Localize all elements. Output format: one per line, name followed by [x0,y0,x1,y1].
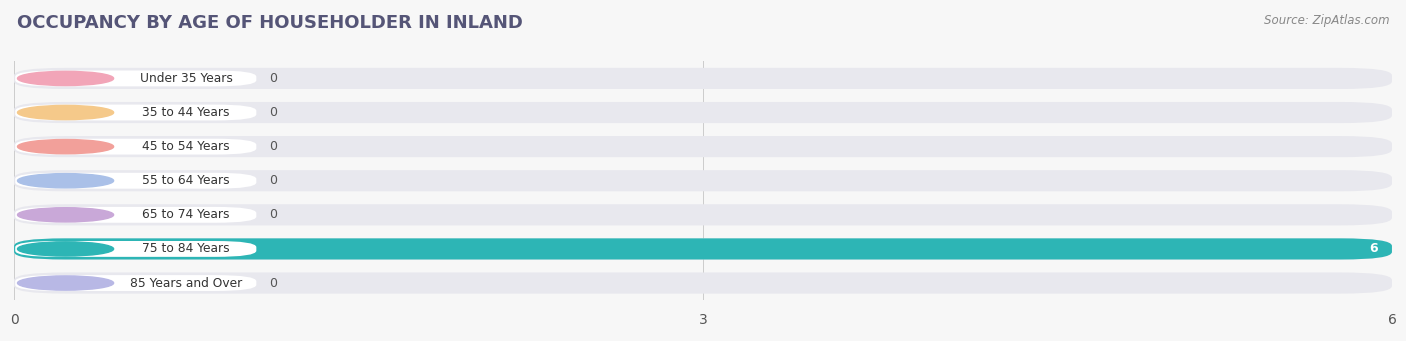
Text: 0: 0 [269,277,277,290]
Text: 0: 0 [269,174,277,187]
Text: 85 Years and Over: 85 Years and Over [129,277,242,290]
Text: Source: ZipAtlas.com: Source: ZipAtlas.com [1264,14,1389,27]
Text: 65 to 74 Years: 65 to 74 Years [142,208,229,221]
FancyBboxPatch shape [14,238,1392,260]
Text: 6: 6 [1369,242,1378,255]
Text: 55 to 64 Years: 55 to 64 Years [142,174,231,187]
Circle shape [17,242,114,256]
Text: OCCUPANCY BY AGE OF HOUSEHOLDER IN INLAND: OCCUPANCY BY AGE OF HOUSEHOLDER IN INLAN… [17,14,523,32]
Text: 75 to 84 Years: 75 to 84 Years [142,242,231,255]
FancyBboxPatch shape [14,136,1392,157]
FancyBboxPatch shape [15,173,256,189]
FancyBboxPatch shape [15,71,256,86]
Circle shape [17,276,114,290]
FancyBboxPatch shape [14,102,1392,123]
FancyBboxPatch shape [15,105,256,120]
Text: 45 to 54 Years: 45 to 54 Years [142,140,231,153]
FancyBboxPatch shape [14,68,1392,89]
Text: 0: 0 [269,208,277,221]
FancyBboxPatch shape [14,170,1392,191]
Circle shape [17,105,114,120]
Text: 0: 0 [269,72,277,85]
FancyBboxPatch shape [15,207,256,223]
Circle shape [17,174,114,188]
FancyBboxPatch shape [15,275,256,291]
FancyBboxPatch shape [15,241,256,257]
FancyBboxPatch shape [14,204,1392,225]
Text: 0: 0 [269,106,277,119]
Circle shape [17,71,114,86]
Circle shape [17,139,114,154]
Text: 0: 0 [269,140,277,153]
FancyBboxPatch shape [14,238,1392,260]
FancyBboxPatch shape [14,272,1392,294]
Text: Under 35 Years: Under 35 Years [139,72,232,85]
Text: 35 to 44 Years: 35 to 44 Years [142,106,229,119]
Circle shape [17,208,114,222]
FancyBboxPatch shape [15,139,256,154]
